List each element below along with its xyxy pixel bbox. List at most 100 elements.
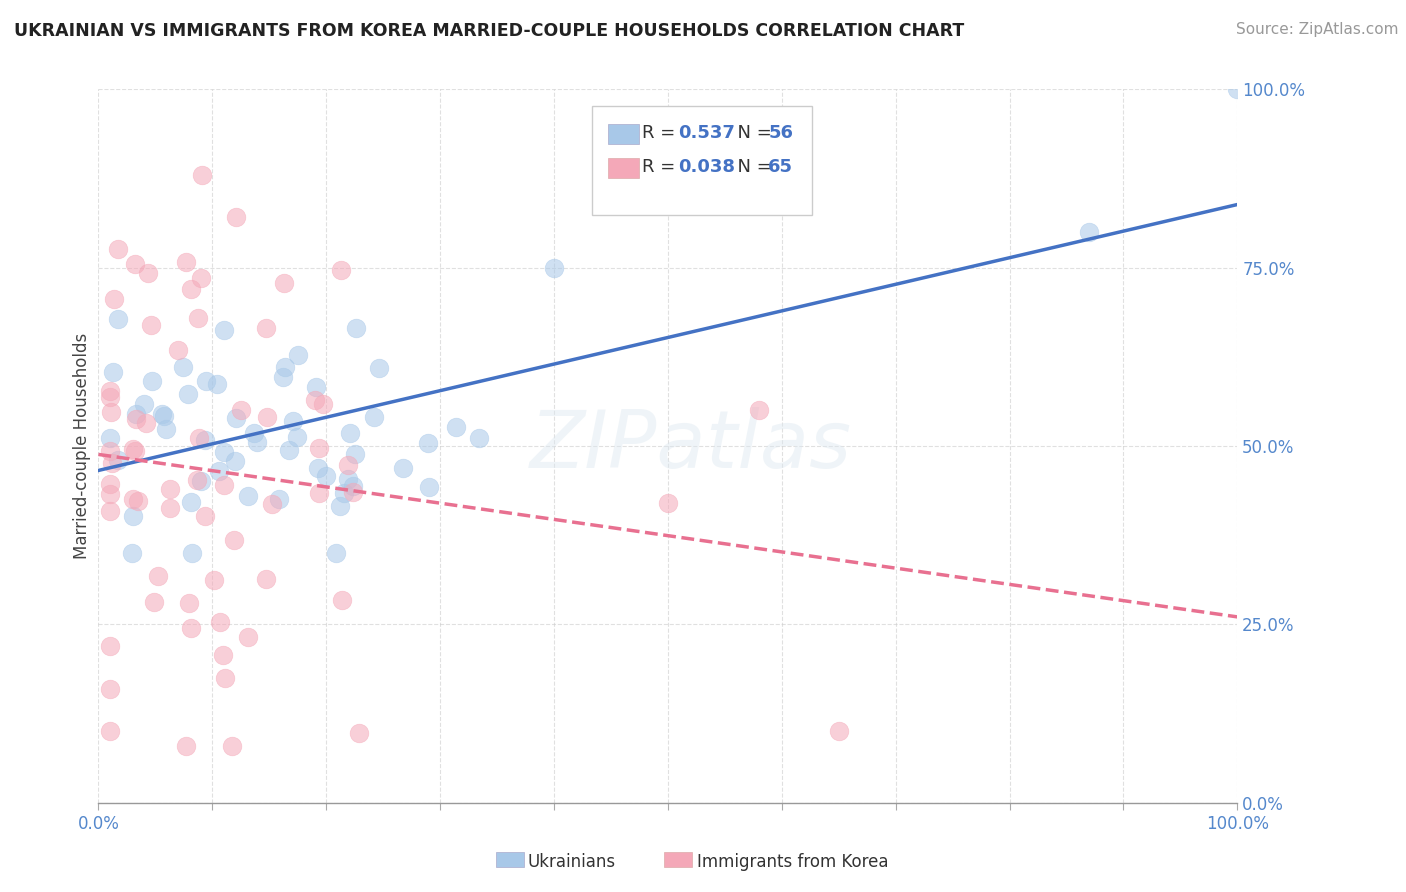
Point: [139, 318, 162, 332]
Point: [125, 412, 148, 426]
Point: [308, 441, 330, 455]
Point: [256, 409, 278, 424]
Point: [273, 277, 295, 291]
Point: [416, 436, 439, 450]
Point: [98, 431, 121, 445]
Point: [212, 478, 235, 492]
Point: [304, 393, 326, 408]
Text: UKRAINIAN VS IMMIGRANTS FROM KOREA MARRIED-COUPLE HOUSEHOLDS CORRELATION CHART: UKRAINIAN VS IMMIGRANTS FROM KOREA MARRI…: [14, 22, 965, 40]
Point: [225, 411, 247, 425]
Point: [107, 311, 129, 326]
Point: [543, 260, 565, 275]
Point: [132, 397, 155, 411]
Point: [468, 431, 491, 445]
Point: [141, 374, 163, 388]
Point: [103, 292, 125, 306]
Point: [121, 546, 143, 560]
Point: [194, 433, 217, 447]
Point: [1226, 82, 1249, 96]
Point: [748, 403, 770, 417]
Point: [121, 508, 143, 523]
Point: [367, 361, 389, 376]
Point: [176, 386, 198, 401]
Point: [224, 454, 246, 468]
Point: [363, 410, 385, 425]
Point: [159, 483, 181, 497]
Point: [277, 442, 299, 457]
Point: [124, 257, 146, 271]
Point: [281, 413, 304, 427]
Point: [98, 384, 121, 399]
Point: [336, 472, 359, 486]
Point: [107, 242, 129, 256]
Point: [267, 492, 290, 507]
Point: [176, 255, 198, 269]
Point: [180, 546, 202, 560]
Point: [136, 266, 159, 280]
Point: [177, 596, 200, 610]
Point: [214, 671, 236, 685]
Text: 0.537: 0.537: [678, 124, 735, 142]
Point: [329, 500, 352, 514]
Point: [236, 630, 259, 644]
Text: R =: R =: [641, 124, 681, 142]
Point: [243, 426, 266, 441]
Point: [98, 390, 121, 404]
Point: [148, 568, 170, 582]
Text: 65: 65: [768, 158, 793, 176]
Point: [657, 496, 679, 510]
Point: [98, 476, 121, 491]
Point: [339, 426, 361, 441]
Point: [1078, 225, 1101, 239]
Point: [222, 533, 245, 548]
Point: [101, 365, 124, 379]
Point: [254, 572, 277, 586]
Point: [174, 739, 197, 753]
Point: [344, 321, 367, 335]
Y-axis label: Married-couple Households: Married-couple Households: [73, 333, 91, 559]
Point: [214, 323, 236, 337]
Text: 56: 56: [768, 124, 793, 142]
Point: [211, 648, 233, 662]
Point: [98, 486, 121, 500]
Text: Immigrants from Korea: Immigrants from Korea: [697, 853, 889, 871]
Point: [180, 621, 202, 635]
Point: [135, 416, 157, 430]
Text: Ukrainians: Ukrainians: [529, 853, 616, 871]
Point: [150, 407, 173, 421]
Point: [124, 443, 146, 458]
Point: [305, 380, 328, 394]
Point: [100, 457, 122, 471]
Point: [98, 504, 121, 518]
Point: [285, 430, 308, 444]
Point: [122, 491, 145, 506]
Point: [187, 310, 209, 325]
Point: [828, 724, 851, 739]
Point: [98, 444, 121, 458]
Point: [208, 464, 231, 478]
Point: [191, 168, 214, 182]
Text: 0.038: 0.038: [678, 158, 735, 176]
Point: [98, 724, 121, 739]
Point: [229, 403, 252, 417]
Point: [254, 321, 277, 335]
Point: [238, 489, 260, 503]
Point: [142, 595, 165, 609]
Text: R =: R =: [641, 158, 681, 176]
Point: [153, 409, 176, 424]
Point: [337, 458, 360, 472]
Point: [333, 486, 356, 500]
Point: [209, 615, 232, 630]
Point: [125, 407, 148, 421]
Point: [221, 739, 243, 753]
Point: [107, 452, 129, 467]
Point: [194, 509, 217, 524]
Text: Source: ZipAtlas.com: Source: ZipAtlas.com: [1236, 22, 1399, 37]
Point: [195, 374, 218, 388]
Point: [342, 479, 364, 493]
Text: N =: N =: [725, 124, 778, 142]
Point: [391, 461, 413, 475]
Text: N =: N =: [725, 158, 778, 176]
Point: [190, 474, 212, 488]
Point: [187, 431, 209, 445]
